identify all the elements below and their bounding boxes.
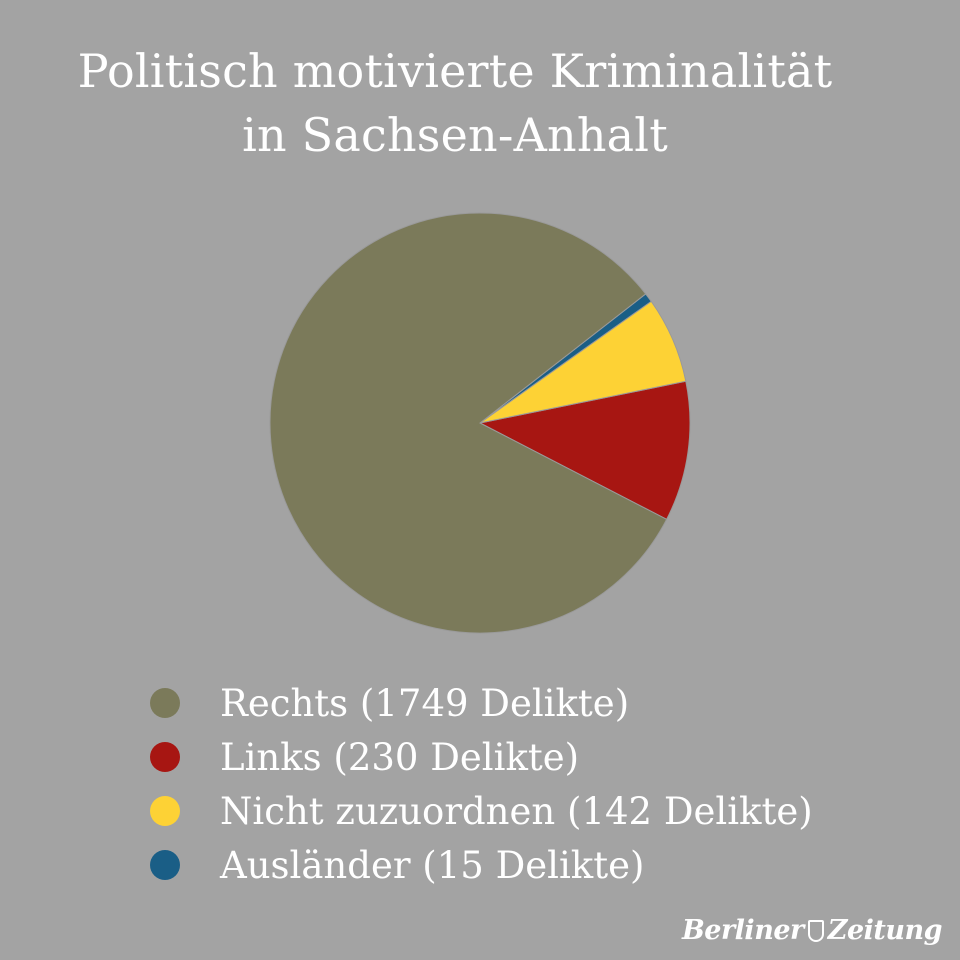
legend-item-links: Links (230 Delikte) bbox=[150, 730, 813, 784]
legend-label-auslaender: Ausländer (15 Delikte) bbox=[220, 843, 645, 887]
legend-swatch-nicht-zuzuordnen bbox=[150, 796, 180, 826]
legend-item-auslaender: Ausländer (15 Delikte) bbox=[150, 838, 813, 892]
berliner-zeitung-logo: Berliner Zeitung bbox=[681, 915, 943, 946]
chart-legend: Rechts (1749 Delikte) Links (230 Delikte… bbox=[150, 676, 813, 892]
chart-title-line-2: in Sachsen-Anhalt bbox=[242, 108, 668, 162]
legend-swatch-auslaender bbox=[150, 850, 180, 880]
legend-label-links: Links (230 Delikte) bbox=[220, 735, 580, 779]
pie-chart bbox=[269, 212, 691, 634]
pie-slice-rechts bbox=[269, 212, 668, 634]
chart-title-line-1: Politisch motivierte Kriminalität bbox=[77, 44, 833, 98]
logo-crest-icon bbox=[807, 919, 824, 942]
legend-swatch-links bbox=[150, 742, 180, 772]
logo-text-zeitung: Zeitung bbox=[827, 915, 943, 946]
legend-item-nicht-zuzuordnen: Nicht zuzuordnen (142 Delikte) bbox=[150, 784, 813, 838]
pie-slice-links bbox=[478, 380, 691, 520]
legend-item-rechts: Rechts (1749 Delikte) bbox=[150, 676, 813, 730]
legend-swatch-rechts bbox=[150, 688, 180, 718]
legend-label-nicht-zuzuordnen: Nicht zuzuordnen (142 Delikte) bbox=[220, 789, 813, 833]
logo-text-berliner: Berliner bbox=[681, 915, 804, 946]
legend-label-rechts: Rechts (1749 Delikte) bbox=[220, 681, 630, 725]
